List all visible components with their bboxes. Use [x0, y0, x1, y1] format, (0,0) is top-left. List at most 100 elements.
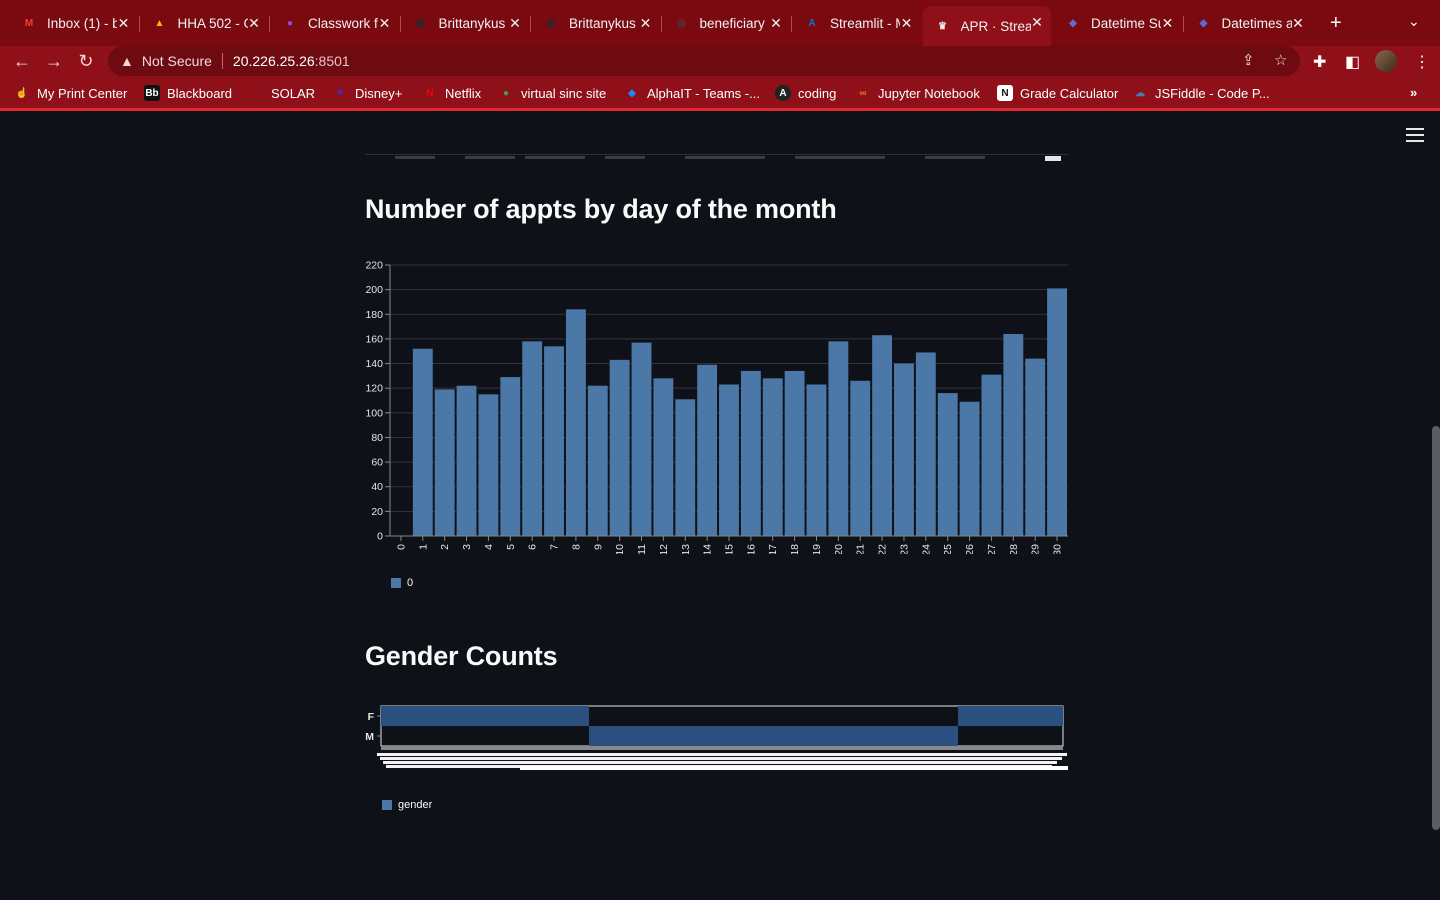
bookmark-item[interactable]: N Netflix	[422, 85, 481, 101]
browser-tab[interactable]: ◆ Datetime Su ✕	[1053, 7, 1182, 40]
side-panel-icon[interactable]: ◧	[1345, 54, 1361, 71]
hamburger-menu-icon[interactable]	[1406, 128, 1424, 146]
gender-heatmap: FM	[365, 705, 1068, 770]
legend-label: 0	[407, 577, 414, 589]
share-icon[interactable]: ⇪	[1242, 52, 1255, 69]
bar-day-13	[675, 399, 696, 536]
tab-title: Datetimes a	[1221, 16, 1292, 31]
x-tick-label: 23	[898, 544, 910, 554]
bar-day-2	[434, 389, 455, 536]
close-tab-icon[interactable]: ✕	[1161, 15, 1174, 31]
x-tick-label: 9	[592, 544, 604, 550]
row-label: F	[368, 711, 375, 723]
bookmark-label: Netflix	[445, 85, 482, 101]
address-bar[interactable]: ▲ Not Secure 20.226.25.26:8501 ⇪ ☆	[108, 46, 1300, 76]
bookmark-item[interactable]: Bb Blackboard	[144, 85, 232, 101]
close-tab-icon[interactable]: ✕	[1031, 14, 1043, 30]
bar-day-17	[762, 378, 783, 536]
browser-tab[interactable]: ◆ Datetimes a ✕	[1184, 7, 1313, 40]
browser-tab[interactable]: ◉ Brittanykus ✕	[531, 7, 660, 40]
x-label-band	[380, 757, 1062, 760]
close-tab-icon[interactable]: ✕	[248, 15, 260, 31]
forward-arrow-icon[interactable]: →	[45, 51, 63, 71]
tab-separator	[138, 16, 140, 32]
bookmark-item[interactable]: ◆ AlphaIT - Teams -...	[624, 85, 760, 101]
x-tick-label: 26	[964, 544, 976, 554]
bar-day-12	[653, 378, 674, 536]
star-icon[interactable]: ☆	[1274, 52, 1288, 69]
page-scrollbar[interactable]	[1432, 426, 1440, 830]
tab-separator	[530, 16, 531, 32]
tab-title: APR · Stream	[960, 18, 1031, 34]
x-label-band	[520, 766, 1068, 770]
close-tab-icon[interactable]: ✕	[770, 15, 782, 31]
bookmark-item[interactable]: SOLAR	[248, 85, 315, 101]
classroom-icon: ●	[286, 18, 294, 29]
warning-icon: ▲	[120, 53, 134, 69]
y-tick-label: 120	[365, 383, 383, 395]
y-tick-label: 180	[365, 309, 383, 321]
kebab-menu-icon[interactable]: ⋮	[1414, 54, 1430, 71]
bookmark-item[interactable]: ✦ Disney+	[332, 85, 403, 101]
jira-icon: ◆	[628, 87, 636, 99]
tab-separator	[269, 16, 270, 32]
extensions-puzzle-icon[interactable]: ✚	[1313, 54, 1327, 71]
browser-tab[interactable]: A Streamlit - M ✕	[792, 7, 921, 40]
close-tab-icon[interactable]: ✕	[117, 15, 130, 31]
bookmark-label: coding	[798, 85, 837, 101]
security-label: Not Secure	[141, 53, 212, 69]
bookmark-label: Jupyter Notebook	[878, 85, 980, 101]
browser-tab[interactable]: ◎ beneficiary ✕	[662, 7, 791, 40]
back-arrow-icon[interactable]: ←	[13, 51, 31, 71]
x-tick-label: 6	[527, 544, 539, 550]
bookmark-item[interactable]: ● virtual sinc site	[498, 85, 606, 101]
tab-separator	[791, 16, 792, 32]
tab-separator	[399, 16, 401, 32]
x-tick-label: 14	[702, 544, 714, 554]
y-tick-label: 60	[371, 457, 383, 469]
x-tick-label: 8	[570, 544, 582, 550]
browser-tab[interactable]: ◉ Brittanykus ✕	[401, 7, 530, 40]
close-tab-icon[interactable]: ✕	[378, 15, 391, 31]
profile-avatar[interactable]	[1375, 50, 1397, 72]
bar-day-14	[697, 364, 718, 536]
tab-search-chevron-icon[interactable]: ⌄	[1408, 13, 1420, 29]
browser-tab[interactable]: ● Classwork f ✕	[270, 7, 399, 40]
bookmark-label: Disney+	[355, 85, 403, 101]
browser-tab[interactable]: ▲ HHA 502 - G ✕	[140, 7, 269, 40]
bookmark-item[interactable]: ☁ JSFiddle - Code P...	[1132, 85, 1270, 101]
bar-day-1	[412, 348, 433, 536]
bookmark-item[interactable]: N Grade Calculator	[997, 85, 1118, 101]
bookmark-label: Blackboard	[167, 85, 233, 101]
new-tab-button[interactable]: +	[1330, 12, 1342, 34]
browser-tab[interactable]: ♛ APR · Stream✕	[922, 6, 1051, 46]
bar-day-28	[1003, 333, 1024, 536]
close-tab-icon[interactable]: ✕	[639, 15, 652, 31]
x-tick-label: 20	[833, 544, 845, 554]
y-tick-label: 20	[371, 506, 383, 518]
bookmark-item[interactable]: ☝ My Print Center	[14, 85, 128, 101]
browser-toolbar: ← → ↻ ▲ Not Secure 20.226.25.26:8501 ⇪ ☆…	[0, 46, 1440, 80]
close-tab-icon[interactable]: ✕	[1292, 15, 1304, 31]
close-tab-icon[interactable]: ✕	[509, 15, 521, 31]
browser-tab[interactable]: M Inbox (1) - b ✕	[9, 7, 138, 40]
row-label: M	[365, 731, 374, 743]
x-tick-label: 15	[724, 544, 736, 554]
bar-day-23	[894, 363, 914, 536]
legend-swatch-gender	[382, 800, 392, 810]
bookmark-item[interactable]: ∞ Jupyter Notebook	[855, 85, 980, 101]
tab-title: Datetime Su	[1091, 16, 1161, 31]
tab-title: HHA 502 - G	[177, 16, 248, 31]
x-tick-label: 10	[614, 544, 626, 554]
bookmark-label: SOLAR	[271, 85, 316, 101]
x-tick-label: 1	[417, 544, 429, 550]
x-tick-label: 29	[1030, 544, 1042, 554]
drive-icon: ▲	[154, 18, 165, 29]
bar-day-16	[740, 370, 761, 536]
close-tab-icon[interactable]: ✕	[900, 15, 913, 31]
more-bookmarks-icon[interactable]: »	[1410, 85, 1418, 100]
bar-day-30	[1047, 288, 1067, 536]
reload-icon[interactable]: ↻	[78, 51, 94, 71]
